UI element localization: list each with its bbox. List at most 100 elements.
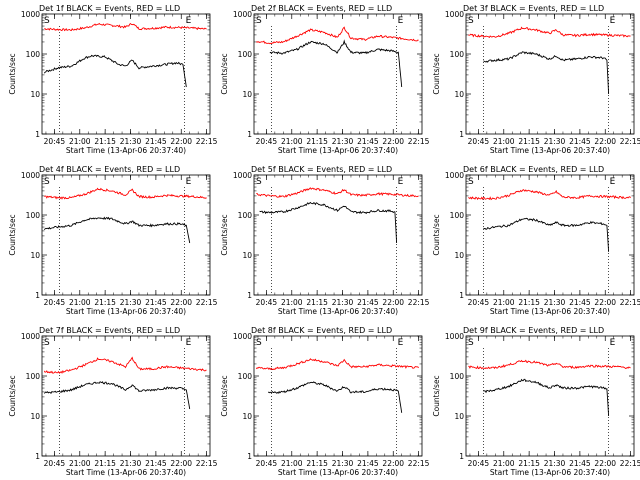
x-tick-label: 22:00: [382, 298, 404, 307]
x-tick-label: 21:15: [518, 298, 540, 307]
y-tick-label: 1: [247, 291, 252, 300]
x-tick-label: 21:30: [332, 298, 354, 307]
x-tick-label: 21:00: [281, 298, 303, 307]
lld-series-line: [468, 26, 631, 39]
y-tick-label: 1: [247, 130, 252, 139]
plot-frame: [41, 13, 211, 135]
y-tick-label: 100: [238, 372, 253, 381]
y-tick-label: 10: [454, 251, 464, 260]
events-series-line: [43, 381, 191, 410]
detector-panel-1: Det 1f BLACK = Events, RED = LLD 1 10 100 10…: [8, 4, 218, 155]
x-tick-label: 20:45: [256, 298, 278, 307]
y-tick-label: 10: [242, 90, 252, 99]
x-tick-label: 21:15: [94, 298, 116, 307]
x-tick-label: 22:00: [594, 298, 616, 307]
y-tick-label: 1000: [445, 332, 464, 341]
x-axis-label: Start Time (13-Apr-06 20:37:40): [278, 307, 398, 316]
x-axis-label: Start Time (13-Apr-06 20:37:40): [66, 468, 186, 477]
y-tick-label: 10: [242, 412, 252, 421]
x-tick-label: 20:45: [256, 459, 278, 468]
marker-label-e: E: [610, 16, 616, 26]
x-tick-label: 22:15: [196, 459, 218, 468]
plot-frame: [253, 335, 423, 457]
y-tick-label: 10: [454, 90, 464, 99]
y-tick-label: 1000: [445, 10, 464, 19]
events-series-line: [269, 39, 403, 88]
x-tick-label: 21:00: [69, 137, 91, 146]
plot-frame: [465, 335, 635, 457]
y-tick-label: 10: [30, 412, 40, 421]
x-tick-label: 22:15: [408, 298, 430, 307]
x-tick-label: 21:45: [145, 137, 167, 146]
marker-label-e: E: [186, 338, 192, 348]
y-tick-label: 1: [247, 452, 252, 461]
y-tick-label: 100: [238, 211, 253, 220]
y-tick-label: 100: [450, 50, 465, 59]
y-tick-label: 1: [35, 452, 40, 461]
y-axis-label: Counts/sec: [8, 214, 17, 255]
x-tick-label: 21:00: [69, 298, 91, 307]
x-tick-label: 22:00: [170, 137, 192, 146]
panel-title: Det 4f BLACK = Events, RED = LLD: [39, 165, 180, 174]
marker-label-e: E: [398, 338, 404, 348]
x-tick-label: 21:30: [332, 459, 354, 468]
lld-series-line: [44, 187, 207, 200]
lld-series-line: [468, 359, 631, 370]
marker-label-e: E: [610, 338, 616, 348]
x-tick-label: 21:15: [94, 137, 116, 146]
x-tick-label: 21:30: [544, 459, 566, 468]
events-series-line: [267, 381, 403, 413]
y-tick-label: 1000: [21, 10, 40, 19]
x-axis-label: Start Time (13-Apr-06 20:37:40): [66, 146, 186, 155]
y-axis-label: Counts/sec: [220, 375, 229, 416]
x-tick-label: 22:00: [594, 137, 616, 146]
panel-title: Det 8f BLACK = Events, RED = LLD: [251, 326, 392, 335]
marker-label-s: S: [44, 177, 50, 187]
y-tick-label: 10: [30, 251, 40, 260]
events-series-line: [483, 51, 610, 95]
y-tick-label: 1: [459, 291, 464, 300]
x-tick-label: 22:15: [408, 137, 430, 146]
plot-frame: [41, 335, 211, 457]
marker-label-s: S: [468, 177, 474, 187]
x-tick-label: 20:45: [44, 459, 66, 468]
x-tick-label: 22:00: [382, 459, 404, 468]
x-tick-label: 21:45: [569, 137, 591, 146]
lld-series-line: [256, 26, 419, 45]
x-axis-label: Start Time (13-Apr-06 20:37:40): [490, 307, 610, 316]
x-tick-label: 21:00: [69, 459, 91, 468]
y-axis-label: Counts/sec: [432, 214, 441, 255]
detector-panel-3: Det 3f BLACK = Events, RED = LLD 1 10 100 10…: [432, 4, 640, 155]
y-tick-label: 1: [35, 130, 40, 139]
events-series-line: [43, 54, 187, 88]
x-tick-label: 21:30: [332, 137, 354, 146]
x-tick-label: 22:00: [382, 137, 404, 146]
marker-label-s: S: [44, 338, 50, 348]
x-tick-label: 20:45: [44, 298, 66, 307]
marker-label-e: E: [186, 177, 192, 187]
y-tick-label: 10: [454, 412, 464, 421]
detector-panel-7: Det 7f BLACK = Events, RED = LLD 1 10 100 10…: [8, 326, 218, 477]
x-tick-label: 21:15: [306, 137, 328, 146]
x-tick-label: 20:45: [468, 459, 490, 468]
plot-frame: [465, 174, 635, 296]
x-axis-label: Start Time (13-Apr-06 20:37:40): [490, 146, 610, 155]
x-tick-label: 21:30: [544, 298, 566, 307]
plot-frame: [41, 174, 211, 296]
lld-series-line: [44, 22, 207, 32]
x-tick-label: 20:45: [44, 137, 66, 146]
detector-panel-2: Det 2f BLACK = Events, RED = LLD 1 10 100 10…: [220, 4, 430, 155]
x-tick-label: 22:15: [620, 459, 640, 468]
detector-panel-8: Det 8f BLACK = Events, RED = LLD 1 10 100 10…: [220, 326, 430, 477]
x-tick-label: 21:45: [145, 298, 167, 307]
x-tick-label: 20:45: [256, 137, 278, 146]
panel-title: Det 7f BLACK = Events, RED = LLD: [39, 326, 180, 335]
y-tick-label: 1: [459, 452, 464, 461]
y-tick-label: 10: [30, 90, 40, 99]
panel-title: Det 3f BLACK = Events, RED = LLD: [463, 4, 604, 13]
y-tick-label: 10: [242, 251, 252, 260]
y-axis-label: Counts/sec: [8, 53, 17, 94]
x-tick-label: 21:00: [281, 137, 303, 146]
y-axis-label: Counts/sec: [8, 375, 17, 416]
